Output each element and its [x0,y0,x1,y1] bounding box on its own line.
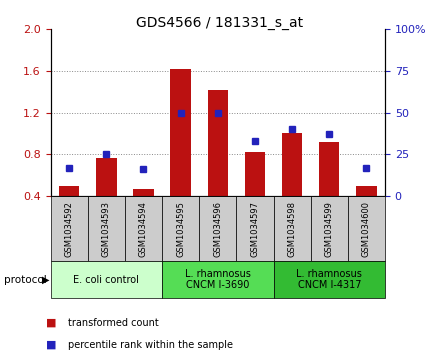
Bar [199,196,236,261]
Bar [208,90,228,196]
Bar [311,196,348,261]
Text: GSM1034596: GSM1034596 [213,201,222,257]
Text: percentile rank within the sample: percentile rank within the sample [68,340,233,350]
Text: GSM1034599: GSM1034599 [325,201,334,257]
Bar [170,69,191,196]
Bar [236,196,274,261]
Text: E. coli control: E. coli control [73,274,139,285]
Text: ■: ■ [46,340,57,350]
Bar [245,152,265,196]
Text: GSM1034592: GSM1034592 [65,201,73,257]
Text: protocol: protocol [4,274,47,285]
Bar [51,261,162,298]
Bar [162,196,199,261]
Bar [59,185,79,196]
Text: L. rhamnosus
CNCM I-4317: L. rhamnosus CNCM I-4317 [296,269,362,290]
Bar [348,196,385,261]
Text: GSM1034600: GSM1034600 [362,201,371,257]
Text: ■: ■ [46,318,57,328]
Text: GSM1034598: GSM1034598 [288,201,297,257]
Bar [88,196,125,261]
Bar [125,196,162,261]
Bar [51,196,88,261]
Bar [133,189,154,196]
Bar [319,142,340,196]
Bar [162,261,274,298]
Text: GSM1034593: GSM1034593 [102,201,111,257]
Text: GDS4566 / 181331_s_at: GDS4566 / 181331_s_at [136,16,304,30]
Bar [356,185,377,196]
Bar [274,261,385,298]
Bar [282,133,302,196]
Bar [96,158,117,196]
Text: transformed count: transformed count [68,318,159,328]
Text: GSM1034597: GSM1034597 [250,201,260,257]
Text: L. rhamnosus
CNCM I-3690: L. rhamnosus CNCM I-3690 [185,269,251,290]
Text: GSM1034594: GSM1034594 [139,201,148,257]
Text: ▶: ▶ [42,274,49,285]
Text: GSM1034595: GSM1034595 [176,201,185,257]
Bar [274,196,311,261]
